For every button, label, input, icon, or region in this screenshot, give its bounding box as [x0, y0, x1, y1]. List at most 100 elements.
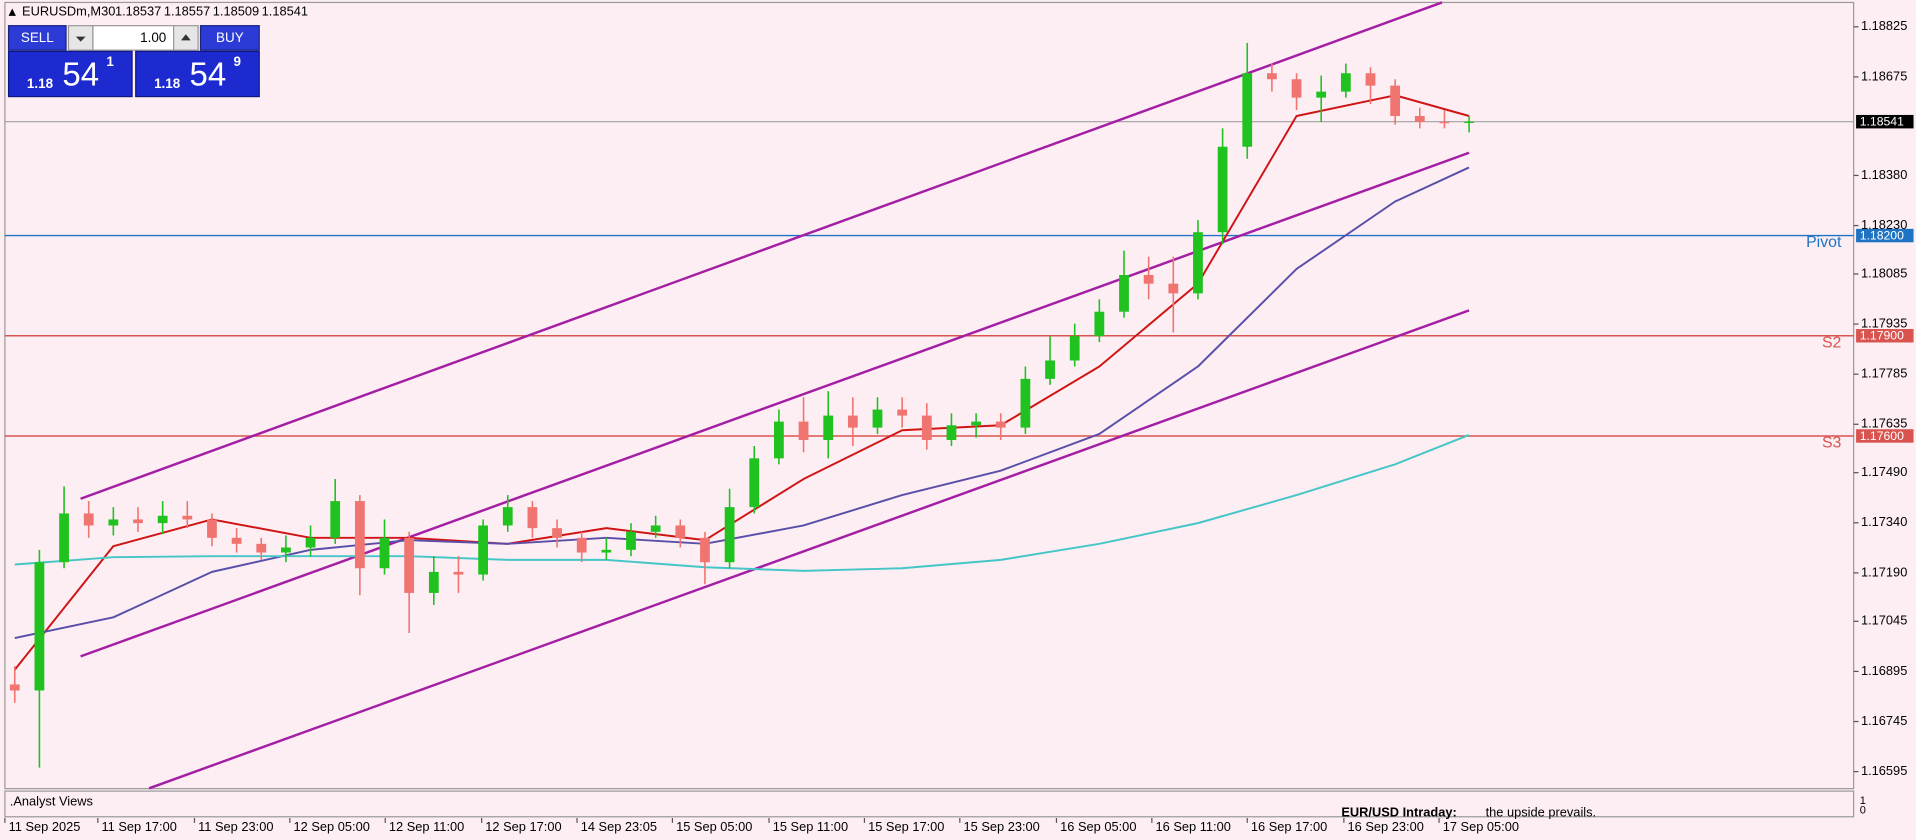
- candle-body: [1340, 73, 1351, 92]
- candle-body: [1094, 311, 1105, 337]
- candle-body: [256, 543, 267, 553]
- buy-button[interactable]: [199, 25, 260, 51]
- candle-body: [872, 409, 883, 428]
- candle-body: [626, 531, 636, 550]
- ask-point: 9: [234, 54, 241, 69]
- ask-big: 1.18: [154, 76, 181, 91]
- candle-body: [576, 537, 587, 553]
- x-tick-label: 16 Sep 23:00: [1348, 819, 1424, 834]
- subwindow-title: .Analyst Views: [10, 793, 93, 808]
- header-high: 1.18557: [164, 4, 210, 19]
- lot-up-icon: [180, 34, 191, 41]
- candle-body: [1143, 274, 1154, 284]
- candle-body: [724, 507, 735, 563]
- moving-average: [14, 166, 1470, 639]
- level-tag: [1856, 329, 1914, 343]
- candle-body: [700, 537, 710, 563]
- subwindow-text: the upside prevails.: [1486, 804, 1597, 819]
- y-tick-label: 1.17635: [1861, 416, 1907, 431]
- price-tag: [1856, 114, 1914, 129]
- candle-body: [1291, 79, 1302, 98]
- y-tick-label: 1.18675: [1861, 68, 1907, 83]
- x-tick-label: 15 Sep 05:00: [676, 819, 752, 834]
- y-tick-label: 1.16595: [1861, 763, 1907, 778]
- level-name: S2: [1822, 334, 1842, 351]
- y-tick-label: 1.16895: [1861, 663, 1907, 678]
- x-tick-label: 12 Sep 11:00: [389, 819, 464, 834]
- candle-body: [330, 501, 341, 538]
- trade-panel: SELL 1.00 BUY 1.18 54 1 1.18 54 9: [7, 25, 260, 98]
- x-tick-label: 17 Sep 05:00: [1443, 819, 1519, 834]
- y-tick-label: 1.18380: [1861, 167, 1907, 182]
- candle-body: [798, 421, 809, 440]
- axis-layer: 1.18825 1.18675 1.18380 1.18230 1.18085 1.179…: [4, 18, 1914, 834]
- y-tick-label: 1.17340: [1861, 514, 1907, 529]
- x-tick-label: 11 Sep 23:00: [198, 819, 273, 834]
- candle-body: [527, 507, 538, 529]
- lot-input[interactable]: [92, 25, 175, 51]
- candle-body: [281, 547, 291, 553]
- candle-body: [1045, 360, 1055, 379]
- candle-body: [502, 507, 513, 526]
- x-tick-label: 12 Sep 05:00: [294, 819, 370, 834]
- bid-point: 1: [106, 54, 114, 69]
- subwindow-headline: EUR/USD Intraday:: [1341, 804, 1456, 819]
- x-tick-label: 14 Sep 23:05: [581, 819, 657, 834]
- lot-down-icon: [75, 36, 86, 42]
- y-tick-label: 1.17785: [1861, 366, 1907, 381]
- candle-body: [552, 528, 562, 538]
- header-close: 1.18541: [262, 4, 308, 19]
- sell-button[interactable]: [7, 25, 67, 51]
- candle-body: [971, 421, 981, 426]
- level-name: S3: [1822, 434, 1842, 451]
- candle-body: [650, 525, 661, 532]
- level-tag: [1856, 429, 1914, 443]
- candle-body: [774, 421, 784, 459]
- candle-body: [83, 513, 94, 526]
- ask-box[interactable]: [135, 50, 260, 98]
- header-low: 1.18509: [213, 4, 259, 19]
- bid-pips: 54: [62, 56, 99, 93]
- candle-layer: [9, 42, 1474, 768]
- y-tick-label: 1.16745: [1861, 713, 1907, 728]
- candle-body: [946, 425, 957, 440]
- x-tick-label: 11 Sep 17:00: [101, 819, 176, 834]
- candle-body: [1242, 73, 1253, 147]
- candle-body: [1316, 91, 1327, 98]
- subwindow-tick-label: 1: [1860, 795, 1866, 807]
- y-tick-label: 1.17490: [1861, 464, 1907, 479]
- candle-body: [231, 537, 242, 544]
- symbol-title: EURUSDm,M30: [22, 4, 115, 19]
- sell-label: SELL: [21, 30, 54, 45]
- x-tick-label: 15 Sep 11:00: [773, 819, 848, 834]
- candle-body: [1414, 116, 1425, 123]
- level-name: Pivot: [1806, 234, 1842, 251]
- lot-value: 1.00: [140, 30, 166, 45]
- y-tick-label: 1.18085: [1861, 265, 1907, 280]
- candle-body: [921, 415, 932, 440]
- candle-body: [823, 415, 834, 440]
- y-tick-label: 1.17190: [1861, 564, 1907, 579]
- candle-body: [749, 458, 760, 508]
- candle-body: [1365, 73, 1376, 86]
- candle-body: [897, 409, 908, 416]
- candle-body: [108, 519, 119, 526]
- candle-body: [995, 421, 1006, 428]
- y-tick-label: 1.17045: [1861, 613, 1907, 628]
- y-tick-label: 1.18825: [1861, 18, 1907, 33]
- candle-body: [478, 525, 488, 575]
- candle-body: [601, 549, 612, 553]
- ask-pips: 54: [190, 56, 227, 93]
- x-tick-label: 12 Sep 17:00: [485, 819, 561, 834]
- candle-body: [1267, 73, 1277, 80]
- plot-frame: [4, 1, 1855, 790]
- candle-body: [428, 571, 439, 593]
- candle-body: [1119, 274, 1129, 312]
- x-tick-label: 16 Sep 17:00: [1251, 819, 1327, 834]
- header-icon: [8, 8, 16, 16]
- level-tag: [1856, 228, 1914, 243]
- bid-box[interactable]: [7, 50, 133, 98]
- candle-body: [157, 515, 168, 524]
